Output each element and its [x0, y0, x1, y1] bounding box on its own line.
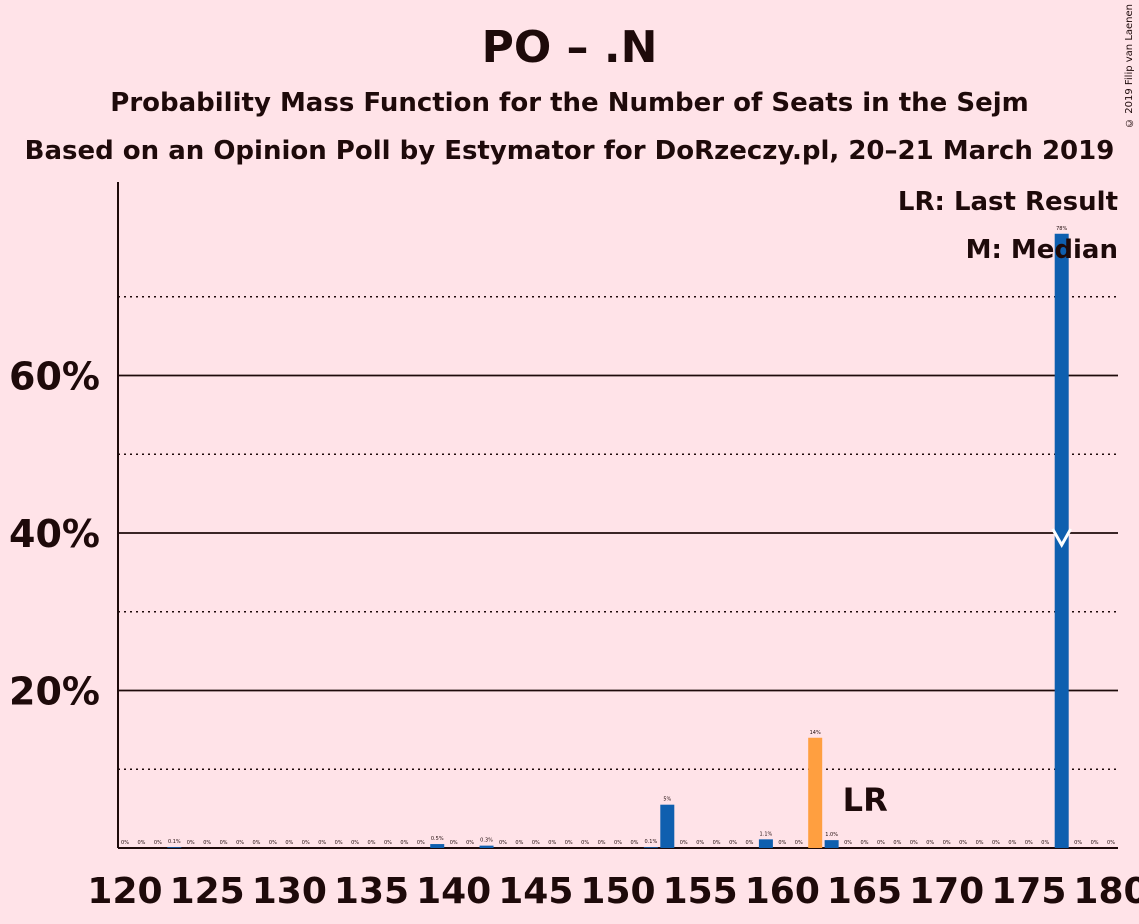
bar-value-label: 0% — [220, 840, 228, 846]
bar-seat-123 — [167, 847, 182, 848]
bar-value-label: 0% — [1008, 840, 1016, 846]
bar-value-label: 0% — [1041, 840, 1049, 846]
bar-value-label: 0% — [318, 840, 326, 846]
bar-value-label: 78% — [1056, 226, 1067, 232]
bar-value-label: 0% — [992, 840, 1000, 846]
bar-value-label: 0% — [910, 840, 918, 846]
y-tick-label: 40% — [9, 512, 100, 556]
bar-value-label: 0% — [1107, 840, 1115, 846]
bar-value-label: 0% — [417, 840, 425, 846]
bar-value-label: 0% — [384, 840, 392, 846]
x-tick-label: 145 — [498, 871, 573, 912]
bar-value-label: 0% — [1074, 840, 1082, 846]
chart-source-note: Based on an Opinion Poll by Estymator fo… — [24, 136, 1115, 166]
bar-value-label: 0% — [877, 840, 885, 846]
bar-value-label: 0% — [335, 840, 343, 846]
x-tick-label: 165 — [827, 871, 902, 912]
bar-value-label: 0% — [713, 840, 721, 846]
bar-value-label: 0% — [187, 840, 195, 846]
bar-value-label: 0.3% — [480, 838, 493, 844]
bar-value-label: 0% — [1025, 840, 1033, 846]
bar-value-label: 0% — [466, 840, 474, 846]
bar-seat-152 — [643, 847, 658, 848]
bar-value-label: 0% — [745, 840, 753, 846]
legend-median: M: Median — [966, 235, 1118, 265]
x-tick-label: 170 — [909, 871, 984, 912]
bar-seat-139 — [430, 844, 445, 848]
bar-value-label: 0% — [565, 840, 573, 846]
x-tick-label: 175 — [991, 871, 1066, 912]
bar-value-label: 0% — [1091, 840, 1099, 846]
x-tick-label: 180 — [1073, 871, 1139, 912]
bar-value-label: 0% — [203, 840, 211, 846]
bar-value-label: 0% — [121, 840, 129, 846]
median-marker — [1051, 528, 1073, 549]
bar-value-label: 0% — [598, 840, 606, 846]
bar-value-label: 0% — [844, 840, 852, 846]
y-tick-label: 60% — [9, 355, 100, 399]
bar-value-label: 0% — [532, 840, 540, 846]
bar-seat-153 — [660, 804, 675, 848]
bar-value-label: 0% — [959, 840, 967, 846]
bar-value-label: 0.1% — [168, 839, 181, 845]
bar-value-label: 0% — [778, 840, 786, 846]
bar-seat-159 — [758, 839, 773, 848]
bar-value-label: 0% — [351, 840, 359, 846]
bar-value-label: 0% — [893, 840, 901, 846]
bar-value-label: 0.5% — [431, 836, 444, 842]
bar-value-label: 0% — [795, 840, 803, 846]
legend-last-result: LR: Last Result — [898, 187, 1118, 217]
x-tick-label: 150 — [580, 871, 655, 912]
bar-value-label: 0% — [515, 840, 523, 846]
chart-subtitle: Probability Mass Function for the Number… — [110, 88, 1029, 118]
last-result-label: LR — [843, 781, 888, 819]
bar-value-label: 0% — [976, 840, 984, 846]
bar-seat-177 — [1054, 233, 1069, 848]
bar-value-label: 0% — [943, 840, 951, 846]
bar-value-label: 0% — [926, 840, 934, 846]
bar-value-label: 0% — [581, 840, 589, 846]
bar-value-label: 1.0% — [825, 832, 838, 838]
bar-value-label: 0% — [729, 840, 737, 846]
chart-title: PO – .N — [481, 22, 658, 73]
bar-seat-162 — [808, 737, 823, 848]
bar-value-label: 0% — [252, 840, 260, 846]
bar-value-label: 0.1% — [645, 839, 658, 845]
bar-value-label: 14% — [810, 730, 821, 736]
bar-value-label: 1.1% — [760, 831, 773, 837]
x-tick-label: 120 — [87, 871, 162, 912]
x-tick-label: 160 — [745, 871, 820, 912]
x-tick-label: 140 — [416, 871, 491, 912]
bar-value-label: 0% — [630, 840, 638, 846]
bar-value-label: 0% — [400, 840, 408, 846]
bar-value-label: 0% — [269, 840, 277, 846]
bar-value-label: 0% — [861, 840, 869, 846]
bar-value-label: 0% — [236, 840, 244, 846]
bar-value-label: 0% — [548, 840, 556, 846]
y-tick-label: 20% — [9, 670, 100, 714]
bar-value-label: 0% — [154, 840, 162, 846]
bar-value-label: 5% — [663, 797, 671, 803]
bar-seat-163 — [824, 840, 839, 848]
x-tick-label: 135 — [334, 871, 409, 912]
bar-value-label: 0% — [499, 840, 507, 846]
x-tick-label: 155 — [663, 871, 738, 912]
bar-value-label: 0% — [614, 840, 622, 846]
bar-value-label: 0% — [285, 840, 293, 846]
bar-value-label: 0% — [137, 840, 145, 846]
bar-value-label: 0% — [302, 840, 310, 846]
bar-value-label: 0% — [680, 840, 688, 846]
bar-value-label: 0% — [368, 840, 376, 846]
bar-value-label: 0% — [450, 840, 458, 846]
x-tick-label: 125 — [170, 871, 245, 912]
bar-value-label: 0% — [696, 840, 704, 846]
x-tick-label: 130 — [252, 871, 327, 912]
bar-seat-142 — [479, 845, 494, 848]
